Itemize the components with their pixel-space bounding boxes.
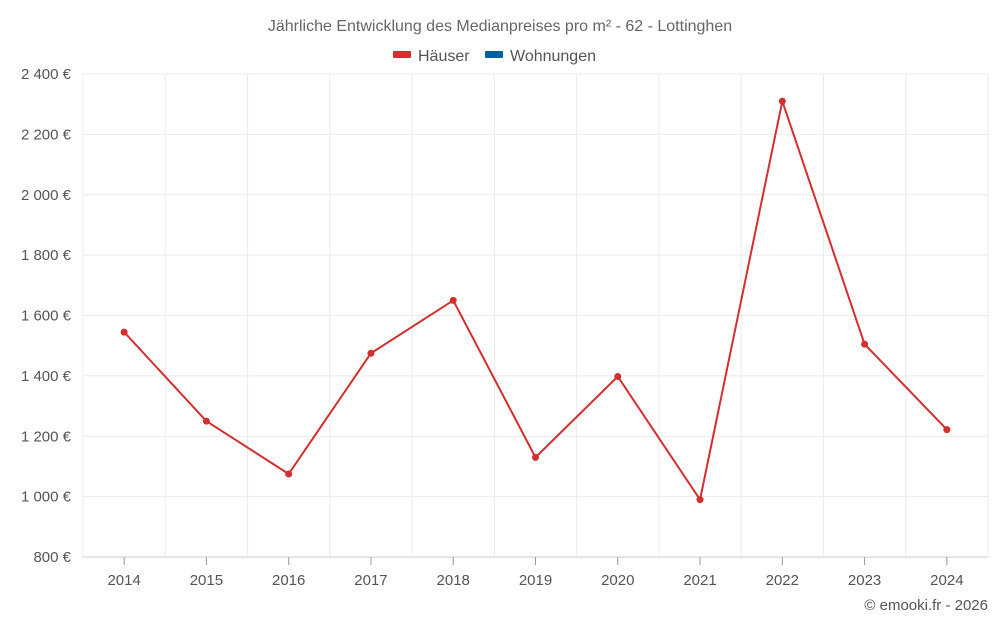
x-tick-label: 2023	[848, 572, 881, 589]
data-point[interactable]	[614, 372, 622, 380]
y-tick-label: 2 200 €	[21, 126, 72, 143]
credit-text: © emooki.fr - 2026	[864, 597, 988, 614]
grid	[82, 73, 989, 557]
legend-swatch-wohnungen	[485, 51, 503, 58]
series-layer	[120, 97, 951, 504]
axes: 800 € 1 000 € 1 200 € 1 400 € 1 600 € 1 800 €…	[21, 66, 988, 589]
legend-item-haeuser[interactable]: Häuser	[393, 48, 470, 65]
y-tick-label: 800 €	[33, 549, 71, 566]
y-tick-label: 2 000 €	[21, 187, 72, 204]
x-tick-label: 2014	[107, 572, 140, 589]
data-point[interactable]	[943, 426, 951, 434]
x-tick-label: 2024	[930, 572, 963, 589]
legend: Häuser Wohnungen	[393, 48, 596, 65]
data-point[interactable]	[778, 97, 786, 105]
x-tick-label: 2015	[190, 572, 223, 589]
data-point[interactable]	[202, 417, 210, 425]
legend-label-haeuser: Häuser	[418, 48, 470, 65]
y-tick-label: 2 400 €	[21, 66, 72, 83]
x-tick-label: 2022	[766, 572, 799, 589]
y-tick-label: 1 800 €	[21, 247, 72, 264]
data-point[interactable]	[367, 349, 375, 357]
y-tick-label: 1 000 €	[21, 489, 72, 506]
x-tick-label: 2017	[354, 572, 387, 589]
legend-label-wohnungen: Wohnungen	[510, 48, 596, 65]
legend-swatch-haeuser	[393, 51, 411, 58]
data-point[interactable]	[285, 470, 293, 478]
legend-item-wohnungen[interactable]: Wohnungen	[485, 48, 596, 65]
x-tick-label: 2016	[272, 572, 305, 589]
data-point[interactable]	[861, 340, 869, 348]
data-point[interactable]	[696, 496, 704, 504]
data-point[interactable]	[532, 453, 539, 461]
chart-title: Jährliche Entwicklung des Medianpreises …	[268, 18, 732, 35]
x-tick-label: 2019	[519, 572, 552, 589]
y-tick-label: 1 600 €	[21, 308, 72, 325]
x-tick-label: 2021	[683, 572, 716, 589]
y-tick-label: 1 400 €	[21, 368, 72, 385]
data-point[interactable]	[120, 328, 128, 336]
x-tick-label: 2020	[601, 572, 634, 589]
y-tick-label: 1 200 €	[21, 428, 72, 445]
data-point[interactable]	[449, 296, 457, 304]
x-tick-label: 2018	[437, 572, 470, 589]
